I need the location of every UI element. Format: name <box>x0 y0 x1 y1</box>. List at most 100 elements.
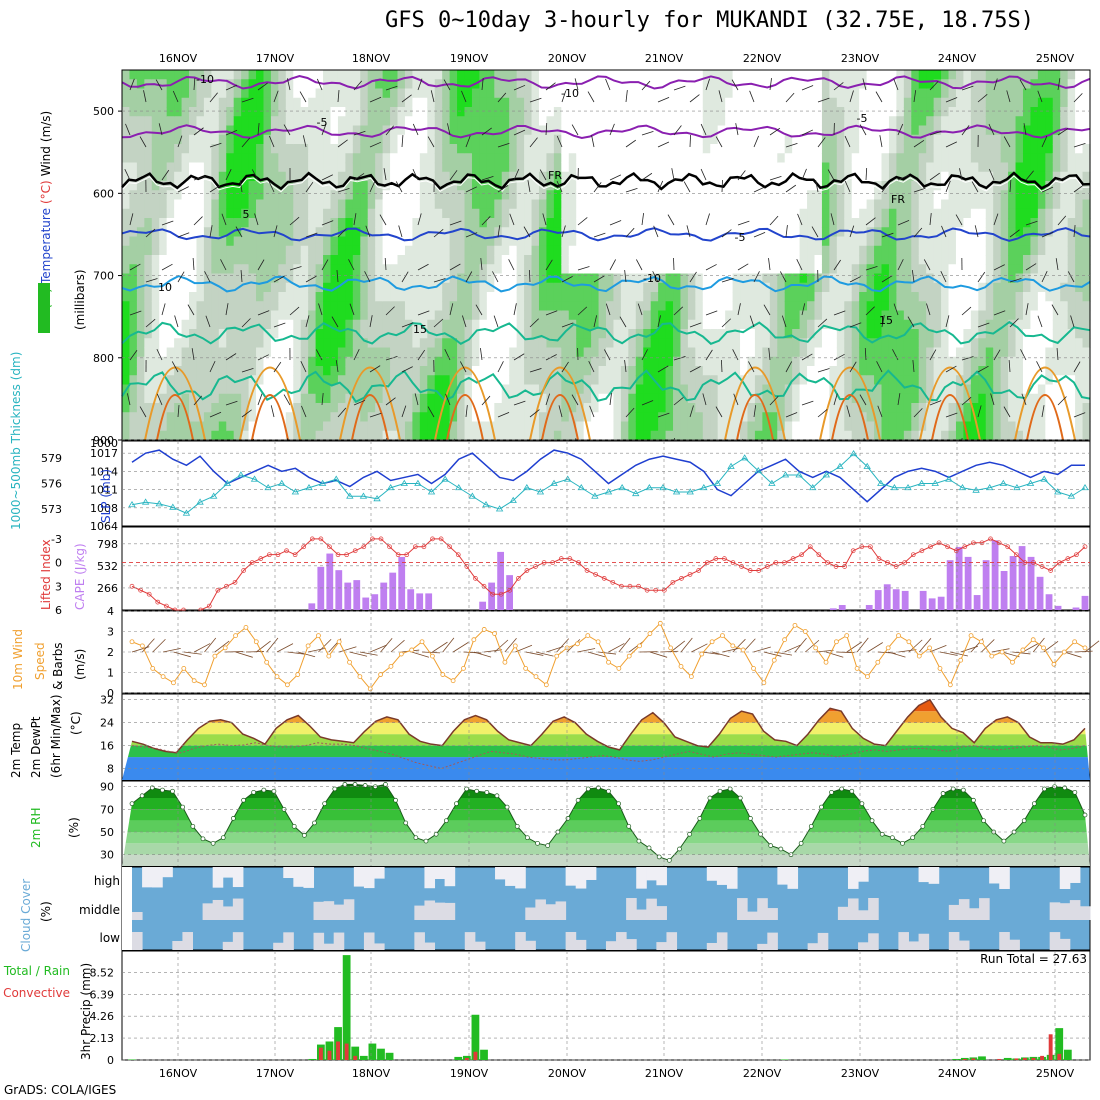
thickness-point <box>155 500 163 507</box>
wind-speed-point <box>409 647 415 653</box>
li-point <box>301 544 307 550</box>
li-point <box>627 583 633 589</box>
cloud-mid-gap <box>858 910 869 920</box>
rh-point <box>474 788 480 794</box>
wind-speed-point <box>274 674 280 679</box>
wind-speed-point <box>543 682 549 688</box>
wind-speed-point <box>709 639 715 645</box>
rh-band <box>122 843 1090 855</box>
cape-tick-label: 532 <box>97 560 118 573</box>
cape-bar <box>883 584 891 610</box>
wind-barb <box>256 640 271 653</box>
li-point <box>232 579 238 585</box>
wind-speed-point <box>305 643 311 649</box>
page-title: GFS 0~10day 3-hourly for MUKANDI (32.75E… <box>385 8 1035 33</box>
wind-speed-point <box>688 674 694 679</box>
cape-bar <box>892 589 900 610</box>
isotherm-30-dome <box>251 394 289 441</box>
wind-barb <box>535 651 554 657</box>
rh-point <box>808 823 814 829</box>
slp-tick-label: 1017 <box>90 447 118 460</box>
li-point <box>919 548 925 554</box>
cloud-mid-gap <box>333 904 345 920</box>
rh-point <box>677 846 682 852</box>
wind-ylabel-3: & Barbs <box>51 642 65 690</box>
cape-bar <box>1027 556 1035 610</box>
date-label-bottom: 18NOV <box>352 1067 391 1080</box>
cape-bar <box>919 590 927 610</box>
wind-barb <box>680 637 693 653</box>
li-point <box>747 568 753 573</box>
pressure-tick-label: 900 <box>93 434 114 447</box>
wind-speed-point <box>388 663 394 669</box>
li-point <box>799 552 805 558</box>
thickness-point <box>604 488 613 495</box>
wind-speed-point <box>461 666 466 671</box>
thickness-ylabel: 1000~500mb Thickness (dm) <box>9 352 23 530</box>
cloud-high-gap <box>495 867 506 880</box>
cape-bar <box>829 608 837 610</box>
thickness-point <box>400 479 408 486</box>
thickness-point <box>1054 488 1062 495</box>
date-label-bottom: 24NOV <box>938 1067 977 1080</box>
cape-bar <box>308 603 316 610</box>
li-point <box>636 583 641 589</box>
thickness-point <box>972 486 980 493</box>
wind-barb <box>463 651 482 654</box>
rh-ylabel-text: 2m RH <box>29 808 43 849</box>
wind-barb <box>618 637 631 653</box>
wind-ylabel-2: Speed <box>33 642 47 680</box>
isotherm-25-dome <box>529 366 591 441</box>
rh-point <box>251 789 257 795</box>
wind-barb <box>193 643 211 653</box>
wind-speed-point <box>357 674 363 679</box>
wind-speed-point <box>233 633 238 638</box>
li-point <box>661 587 667 593</box>
cloud-high-gap <box>212 867 224 888</box>
li-point <box>756 568 762 573</box>
pressure-tick-label: 500 <box>93 105 114 118</box>
thickness-point <box>849 449 858 457</box>
wind-barb <box>359 651 378 656</box>
li-point <box>850 548 856 554</box>
thickness-point <box>250 475 259 482</box>
thickness-point <box>141 498 150 505</box>
thickness-point <box>890 483 899 491</box>
cloud-high-gap <box>636 867 647 889</box>
wind-speed-point <box>554 653 560 659</box>
temp-ylabel-group: 2m DewPt <box>29 716 43 778</box>
wind-barb <box>784 644 802 653</box>
cloud-low-gap <box>626 939 637 950</box>
wind-barb <box>577 648 596 653</box>
isotherm-label: FR <box>548 169 562 182</box>
thickness-point <box>877 479 885 486</box>
wind-barb <box>722 647 741 653</box>
li-point <box>962 544 968 550</box>
isotherm-30-dome <box>931 394 969 441</box>
li-point <box>558 556 564 561</box>
wind-speed-point <box>626 653 632 659</box>
wind-speed-point <box>492 631 497 636</box>
thickness-point <box>577 483 585 491</box>
precip-ylabel-total: Total / Rain <box>3 964 70 978</box>
slp-line <box>131 449 1085 503</box>
cloud-low-gap <box>565 932 577 950</box>
wind-barb <box>152 638 166 653</box>
wind-barb <box>856 637 869 653</box>
rh-point <box>200 836 206 842</box>
thickness-point <box>1067 492 1076 499</box>
cape-bar <box>928 598 936 610</box>
wind-ylabel-speed: Speed <box>33 642 47 680</box>
li-point <box>868 544 873 550</box>
rh-point <box>626 823 632 829</box>
cloud-mid-gap <box>555 901 567 920</box>
wind-barb <box>1002 651 1020 658</box>
li-point <box>945 544 950 550</box>
cape-bar <box>1072 607 1080 610</box>
isotherm-30-dome <box>446 394 484 441</box>
credit-label: GrADS: COLA/IGES <box>4 1083 117 1097</box>
precip-ylabel-convective: Convective <box>3 986 70 1000</box>
temp-tick-label: 24 <box>100 717 114 730</box>
wind-speed-point <box>885 645 891 651</box>
